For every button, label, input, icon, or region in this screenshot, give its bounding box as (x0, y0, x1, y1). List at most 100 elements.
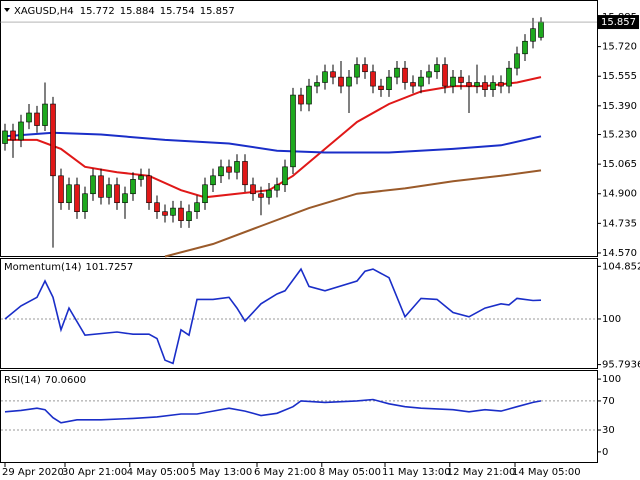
indicator-value: 101.7257 (86, 262, 134, 273)
indicator-name: RSI(14) (4, 375, 41, 386)
candle-body (434, 64, 440, 73)
y-tick-label: 70 (602, 396, 615, 407)
candle-body (330, 71, 336, 78)
candle-body (402, 67, 408, 83)
candle-body (106, 184, 112, 198)
candle-body (26, 112, 32, 123)
candle-body (162, 211, 168, 216)
candle-body (66, 184, 72, 204)
candle-body (146, 175, 152, 204)
indicator-line (4, 398, 542, 424)
candle-body (322, 71, 328, 83)
candle-body (346, 76, 352, 87)
candle-body (514, 53, 520, 69)
y-tick-label: 100 (602, 314, 621, 325)
candle-body (298, 94, 304, 105)
candle-body (18, 121, 24, 141)
x-tick-label: 4 May 05:00 (127, 467, 189, 478)
candle-body (410, 82, 416, 87)
x-tick-label: 30 Apr 21:00 (62, 467, 127, 478)
candle-body (418, 76, 424, 87)
plot-layer: 15.88515.72015.55515.39015.23015.06514.9… (0, 12, 640, 478)
candle-body (290, 94, 296, 168)
indicator-title: RSI(14) 70.0600 (4, 375, 86, 386)
y-tick-label: 14.900 (602, 189, 637, 200)
candle-body (474, 82, 480, 87)
candle-body (122, 193, 128, 204)
candle-body (490, 82, 496, 90)
price-box (597, 15, 639, 30)
candle-body (226, 166, 232, 173)
candle-body (42, 103, 48, 126)
indicator-line (4, 267, 542, 365)
y-tick-label: 15.720 (602, 42, 637, 53)
candle-body (194, 202, 200, 212)
indicator-name: Momentum(14) (4, 262, 82, 273)
x-tick-label: 29 Apr 2020 (2, 467, 64, 478)
y-tick-label: 95.7936 (602, 360, 640, 371)
candle-body (370, 71, 376, 87)
candle-body (186, 211, 192, 221)
candle-body (130, 179, 136, 195)
candle-body (354, 64, 360, 78)
candle-body (10, 130, 16, 141)
candle-body (530, 28, 536, 42)
candle-body (218, 166, 224, 177)
x-tick-label: 5 May 13:00 (190, 467, 252, 478)
candle-body (50, 103, 56, 177)
candle-body (82, 193, 88, 212)
candle-body (442, 64, 448, 87)
close-value: 15.857 (200, 6, 235, 17)
candle-body (306, 85, 312, 105)
candle-body (426, 71, 432, 78)
symbol: XAGUSD,H4 15.772 15.884 15.754 15.857 (14, 6, 235, 17)
candle-body (170, 207, 176, 216)
candle-body (450, 76, 456, 87)
high-value: 15.884 (120, 6, 155, 17)
candle-body (506, 67, 512, 87)
momentum-panel-frame (0, 258, 598, 369)
candle-body (114, 184, 120, 204)
y-tick-label: 30 (602, 425, 615, 436)
candle-body (458, 76, 464, 83)
x-tick-label: 6 May 21:00 (254, 467, 316, 478)
candle-body (154, 202, 160, 212)
y-tick-label: 0 (602, 447, 608, 458)
candle-body (98, 175, 104, 198)
candle-body (138, 175, 144, 180)
candle-body (210, 175, 216, 186)
candle-body (362, 64, 368, 73)
x-tick-label: 12 May 21:00 (447, 467, 516, 478)
rsi-panel-frame (0, 370, 598, 463)
candle-body (282, 166, 288, 186)
x-tick-label: 14 May 05:00 (512, 467, 581, 478)
low-value: 15.754 (160, 6, 195, 17)
candle-body (378, 85, 384, 90)
price-label: 15.857 (601, 17, 636, 28)
candle-body (234, 161, 240, 173)
candle-body (74, 184, 80, 212)
candle-body (522, 40, 528, 55)
y-tick-label: 100 (602, 374, 621, 385)
candle-body (266, 189, 272, 198)
y-tick-label: 14.735 (602, 218, 637, 229)
candle-body (58, 175, 64, 204)
candle-body (498, 82, 504, 87)
y-tick-label: 15.555 (602, 71, 637, 82)
candle-body (90, 175, 96, 195)
candle-body (242, 161, 248, 186)
x-tick-label: 8 May 05:00 (319, 467, 381, 478)
candle-body (258, 193, 264, 198)
candle-body (250, 184, 256, 195)
candle-body (394, 67, 400, 78)
candle-body (338, 76, 344, 87)
moving-average (4, 131, 542, 154)
indicator-title: Momentum(14) 101.7257 (4, 262, 133, 273)
candle-body (314, 82, 320, 87)
candle-body (34, 112, 40, 126)
candle-body (538, 21, 544, 38)
indicator-value: 70.0600 (45, 375, 86, 386)
candle-body (274, 184, 280, 191)
